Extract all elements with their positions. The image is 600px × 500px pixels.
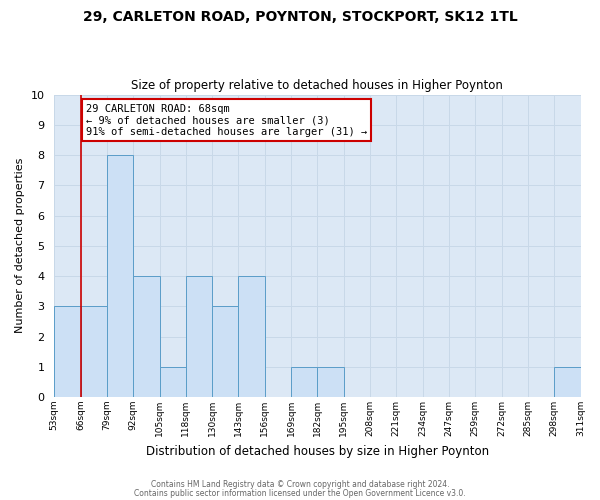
Bar — [80, 306, 107, 397]
X-axis label: Distribution of detached houses by size in Higher Poynton: Distribution of detached houses by size … — [146, 444, 489, 458]
Text: Contains public sector information licensed under the Open Government Licence v3: Contains public sector information licen… — [134, 488, 466, 498]
Bar — [554, 367, 581, 397]
Bar — [107, 155, 133, 397]
Bar — [212, 306, 238, 397]
Bar — [317, 367, 344, 397]
Text: 29, CARLETON ROAD, POYNTON, STOCKPORT, SK12 1TL: 29, CARLETON ROAD, POYNTON, STOCKPORT, S… — [83, 10, 517, 24]
Text: 29 CARLETON ROAD: 68sqm
← 9% of detached houses are smaller (3)
91% of semi-deta: 29 CARLETON ROAD: 68sqm ← 9% of detached… — [86, 104, 367, 137]
Title: Size of property relative to detached houses in Higher Poynton: Size of property relative to detached ho… — [131, 79, 503, 92]
Y-axis label: Number of detached properties: Number of detached properties — [15, 158, 25, 334]
Bar — [238, 276, 265, 397]
Bar — [186, 276, 212, 397]
Bar — [160, 367, 186, 397]
Bar — [54, 306, 80, 397]
Bar — [291, 367, 317, 397]
Text: Contains HM Land Registry data © Crown copyright and database right 2024.: Contains HM Land Registry data © Crown c… — [151, 480, 449, 489]
Bar — [133, 276, 160, 397]
